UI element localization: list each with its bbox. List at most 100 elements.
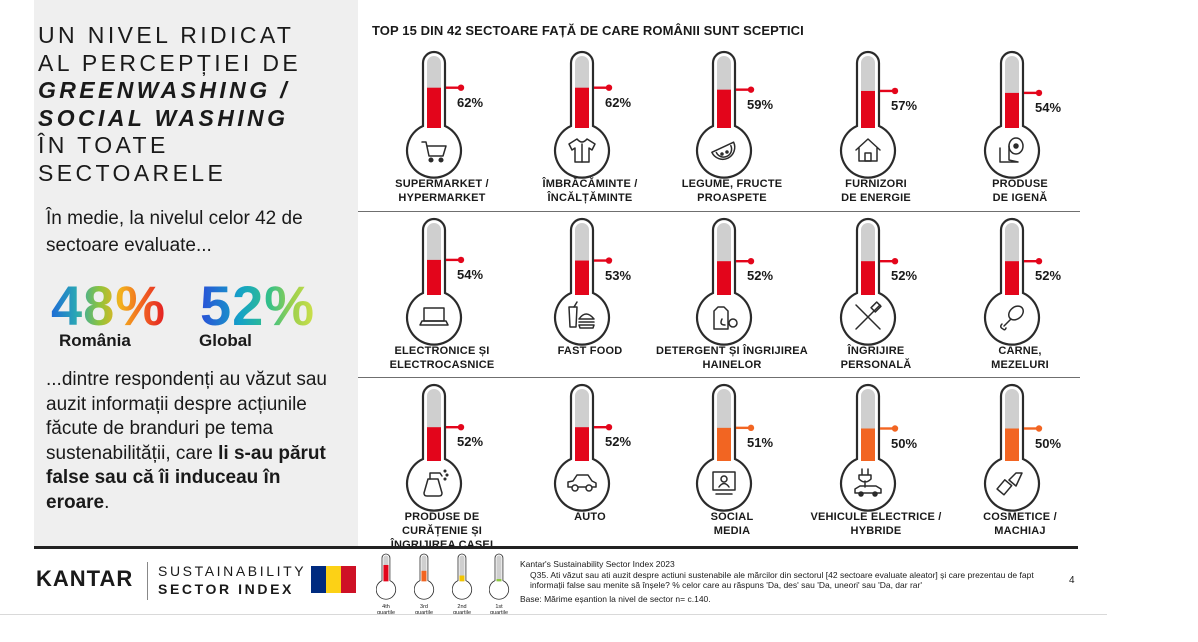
flag-stripe-yellow <box>326 566 341 593</box>
sector-cell: 53% FAST FOOD <box>520 217 660 379</box>
drumstick-icon <box>999 305 1024 331</box>
sector-label-line: HYPERMARKET <box>398 192 486 204</box>
quartile-ordinal: 4th <box>382 604 390 610</box>
quartile-word: quartile <box>489 610 509 616</box>
sector-label-line: HAINELOR <box>702 359 762 371</box>
global-average-value: 52% <box>200 274 316 337</box>
quartile-word: quartile <box>452 610 472 616</box>
legend-thermometer <box>452 553 473 600</box>
toothbrush-icon <box>855 301 882 330</box>
sector-label: PRODUSE DE IGENĂ <box>938 177 1102 205</box>
headline-line-2: AL PERCEPȚIEI DE <box>38 49 302 76</box>
headline-line-6: SECTOARELE <box>38 159 227 186</box>
left-summary-panel: UN NIVEL RIDICAT AL PERCEPȚIEI DE GREENW… <box>34 0 358 547</box>
sector-label-line: DE ENERGIE <box>841 192 911 204</box>
sector-label-line: HYBRIDE <box>850 525 902 537</box>
source-title: Kantar's Sustainability Sector Index 202… <box>520 559 675 569</box>
car-icon <box>567 474 597 492</box>
sector-label-line: FAST FOOD <box>557 345 623 357</box>
sector-label: FAST FOOD <box>508 344 672 358</box>
sector-percentage: 52% <box>891 268 918 284</box>
thermometer-gauge <box>405 383 465 512</box>
sector-label-line: CARNE, <box>998 345 1042 357</box>
sector-label: SUPERMARKET / HYPERMARKET <box>360 177 524 205</box>
shirt-icon <box>568 138 596 163</box>
sector-percentage: 54% <box>1035 99 1062 115</box>
headline-line-3: GREENWASHING / <box>38 77 291 103</box>
thermometer-gauge <box>695 383 755 512</box>
thermometer-gauge <box>405 50 465 179</box>
sector-label-line: ELECTROCASNICE <box>389 359 495 371</box>
thermometer-gauge <box>695 217 755 346</box>
sector-label: ÎNGRIJIRE PERSONALĂ <box>794 344 958 372</box>
outro-end: . <box>104 491 110 513</box>
sector-percentage: 52% <box>605 434 632 450</box>
bottom-rule <box>0 614 1107 615</box>
sector-percentage: 50% <box>891 435 918 451</box>
sector-label-line: SUPERMARKET / <box>395 178 489 190</box>
legend-thermometer <box>489 553 510 600</box>
thermometer-gauge <box>553 383 613 512</box>
sector-label: DETERGENT ȘI ÎNGRIJIREA HAINELOR <box>650 344 814 372</box>
sector-label-line: DE IGENĂ <box>992 192 1048 204</box>
outro-text: ...dintre respondenți au văzut sau auzit… <box>46 368 336 515</box>
outro-plain: ...dintre respondenți au văzut sau auzit… <box>46 369 327 464</box>
sector-label-line: VEHICULE ELECTRICE / <box>810 511 942 523</box>
sector-label-line: PROASPETE <box>697 192 767 204</box>
sector-label-line: ELECTRONICE ȘI <box>394 345 490 357</box>
quartile-word: quartile <box>376 610 396 616</box>
thermometer-gauge <box>983 217 1043 346</box>
sector-label: ÎMBRĂCĂMINTE / ÎNCĂLȚĂMINTE <box>508 177 672 205</box>
sector-label-line: PRODUSE DE <box>404 511 480 523</box>
flag-stripe-red <box>341 566 356 593</box>
shopping-cart-icon <box>421 141 447 163</box>
romania-label: România <box>59 331 131 350</box>
sector-label: LEGUME, FRUCTE PROASPETE <box>650 177 814 205</box>
sector-label: VEHICULE ELECTRICE / HYBRIDE <box>794 510 958 538</box>
sector-cell: 52% PRODUSE DE CURĂȚENIE ȘI ÎNGRIJIREA CASE… <box>372 383 512 551</box>
quartile-ordinal: 3rd <box>420 604 428 610</box>
headline-line-4: SOCIAL WASHING <box>38 104 289 131</box>
thermometer-gauge <box>405 217 465 346</box>
headline-line-1: UN NIVEL RIDICAT <box>38 22 295 48</box>
sector-cell: 50% COSMETICE / MACHIAJ <box>950 383 1090 545</box>
lipstick-icon <box>996 472 1023 496</box>
sector-label-line: CURĂȚENIE ȘI <box>401 525 483 537</box>
kantar-logo: KANTAR <box>36 566 134 591</box>
thermometer-gauge <box>695 50 755 179</box>
sector-label: FURNIZORI DE ENERGIE <box>794 177 958 205</box>
outro-bold: li s-au părut false sau că îi induceau î… <box>46 442 326 513</box>
quartile-label: 4th quartile <box>365 604 407 616</box>
thermometer-gauge <box>839 383 899 512</box>
sector-percentage: 62% <box>457 94 484 110</box>
ssi-title-line-2: SECTOR INDEX <box>158 581 294 597</box>
thermometer-gauge <box>839 217 899 346</box>
sector-label-line: COSMETICE / <box>983 511 1057 523</box>
spray-bottle-icon <box>423 469 449 497</box>
sector-label-line: LEGUME, FRUCTE <box>681 178 783 190</box>
sector-cell: 59% LEGUME, FRUCTE PROASPETE <box>662 50 802 212</box>
thermometer-gauge <box>983 50 1043 179</box>
sector-label-line: FURNIZORI <box>845 178 907 190</box>
quartile-ordinal: 2nd <box>457 604 467 610</box>
quartile-label: 2nd quartile <box>441 604 483 616</box>
sector-percentage: 52% <box>747 268 774 284</box>
sector-cell: 57% FURNIZORI DE ENERGIE <box>806 50 946 212</box>
sector-label: COSMETICE / MACHIAJ <box>938 510 1102 538</box>
romania-flag <box>311 566 356 593</box>
thermometer-gauge <box>839 50 899 179</box>
quartile-ordinal: 1st <box>495 604 503 610</box>
sector-percentage: 54% <box>457 266 484 282</box>
sector-percentage: 51% <box>747 434 774 450</box>
headline: UN NIVEL RIDICAT AL PERCEPȚIEI DE GREENW… <box>38 22 301 187</box>
sector-label-line: PRODUSE <box>992 178 1048 190</box>
sector-label-line: MACHIAJ <box>994 525 1046 537</box>
legend-thermometer <box>376 553 397 600</box>
chart-title: TOP 15 DIN 42 SECTOARE FAȚĂ DE CARE ROMÂ… <box>372 23 804 38</box>
sector-cell: 52% ÎNGRIJIRE PERSONALĂ <box>806 217 946 379</box>
watermelon-icon <box>711 141 736 161</box>
base-note: Base: Mărime eșantion la nivel de sector… <box>520 594 711 604</box>
toilet-paper-icon <box>999 137 1024 163</box>
sector-cell: 54% ELECTRONICE ȘI ELECTROCASNICE <box>372 217 512 379</box>
sector-label-line: MEZELURI <box>991 359 1049 371</box>
